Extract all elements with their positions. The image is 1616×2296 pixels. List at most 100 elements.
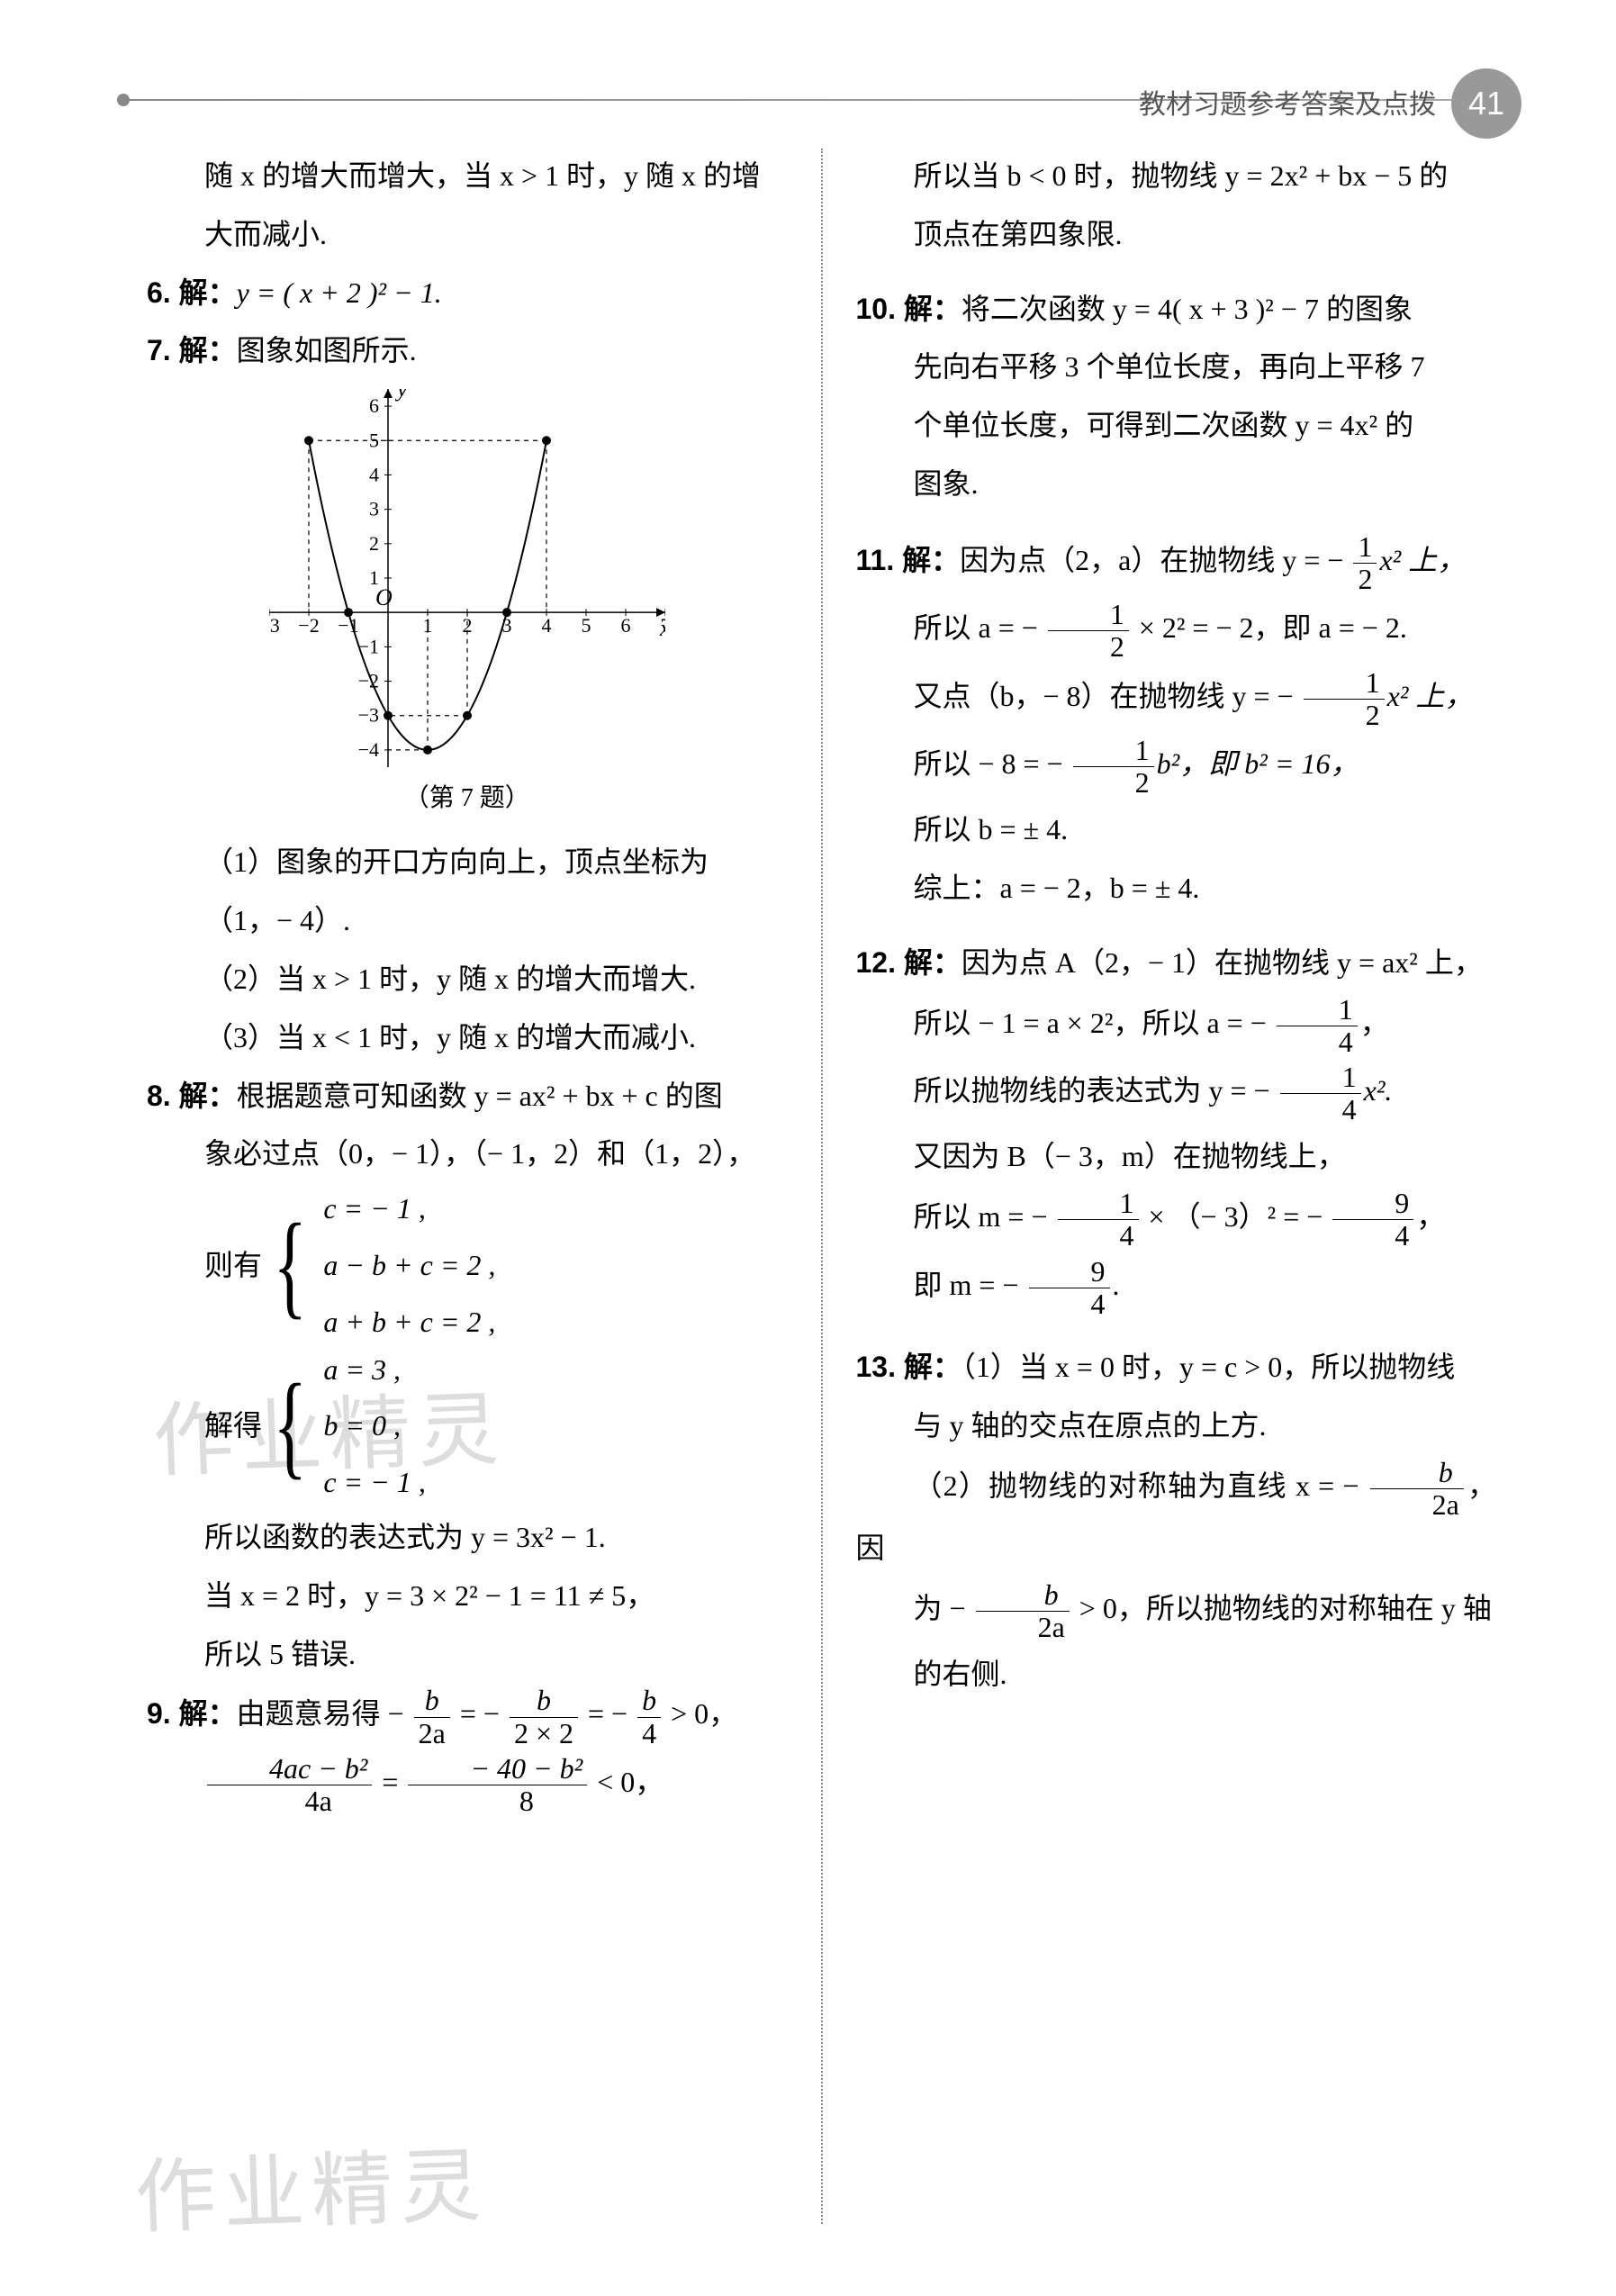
fraction: 14	[1058, 1188, 1139, 1252]
svg-text:O: O	[375, 584, 393, 610]
header-dot-icon	[117, 94, 130, 106]
fraction: 12	[1073, 735, 1154, 799]
fraction: b2a	[1370, 1457, 1464, 1521]
body-text: × 2² = − 2，即 a = − 2.	[1132, 611, 1407, 644]
body-text: 图象如图所示.	[237, 334, 417, 366]
fraction: 14	[1277, 994, 1358, 1058]
frac-num: b	[637, 1685, 661, 1716]
svg-text:1: 1	[422, 614, 432, 637]
problem-11: 11. 解：因为点（2，a）在抛物线 y = − 12x² 上，	[856, 531, 1497, 595]
problem-label: 6. 解：	[147, 276, 237, 309]
svg-text:−3: −3	[357, 704, 378, 727]
body-text: 所以 − 1 = a × 2²，所以 a = −	[914, 1007, 1274, 1039]
problem-label: 7. 解：	[147, 334, 237, 366]
math-line: 又点（b，− 8）在抛物线 y = − 12x² 上，	[856, 667, 1497, 731]
body-text: 根据题意可知函数 y = ax² + bx + c 的图	[237, 1080, 723, 1112]
left-column: 随 x 的增大而增大，当 x > 1 时，y 随 x 的增 大而减小. 6. 解…	[131, 149, 819, 2224]
frac-den: 2a	[976, 1611, 1070, 1643]
math-expr: y = ( x + 2 )² − 1.	[237, 276, 442, 309]
body-text: 当 x = 2 时，y = 3 × 2² − 1 = 11 ≠ 5，	[147, 1568, 788, 1623]
problem-label: 12. 解：	[856, 946, 961, 979]
body-text: （2）抛物线的对称轴为直线 x = −	[914, 1469, 1368, 1502]
body-text: 个单位长度，可得到二次函数 y = 4x² 的	[856, 398, 1497, 453]
body-text: > 0，所以抛物线的对称轴在 y 轴	[1072, 1592, 1492, 1624]
body-text: 先向右平移 3 个单位长度，再向上平移 7	[856, 339, 1497, 394]
body-text: x² 上，	[1379, 544, 1466, 576]
body-text: 所以 b = ± 4.	[856, 802, 1497, 857]
equation-system: 则有 { c = − 1 , a − b + c = 2 , a + b + c…	[204, 1189, 788, 1342]
svg-text:4: 4	[541, 614, 551, 637]
body-text: 图象.	[856, 456, 1497, 511]
body-text: =	[375, 1766, 405, 1798]
header-title: 教材习题参考答案及点拨	[1139, 79, 1436, 131]
frac-num: b	[976, 1579, 1070, 1611]
body-text: 则有	[204, 1238, 262, 1293]
svg-text:−3: −3	[269, 614, 280, 637]
frac-den: 2a	[414, 1717, 450, 1749]
equation: a = 3 ,	[323, 1350, 425, 1390]
frac-den: 2 × 2	[510, 1717, 578, 1749]
math-line: 所以 − 8 = − 12b²，即 b² = 16，	[856, 735, 1497, 799]
frac-num: 1	[1277, 994, 1358, 1026]
body-text: 即 m = −	[914, 1269, 1026, 1301]
figure-caption: （第 7 题）	[147, 774, 788, 822]
equation: b = 0 ,	[323, 1406, 425, 1446]
fraction: b2 × 2	[510, 1685, 578, 1749]
system-rows: c = − 1 , a − b + c = 2 , a + b + c = 2 …	[323, 1189, 495, 1342]
frac-num: 9	[1029, 1256, 1110, 1288]
system-rows: a = 3 , b = 0 , c = − 1 ,	[323, 1350, 425, 1503]
svg-text:6: 6	[369, 394, 379, 417]
body-text: 又点（b，− 8）在抛物线 y = −	[914, 680, 1301, 712]
frac-num: 1	[1304, 667, 1385, 699]
svg-text:2: 2	[369, 532, 379, 555]
svg-text:y: y	[394, 389, 408, 402]
body-text: 顶点在第四象限.	[856, 207, 1497, 262]
frac-den: 4	[637, 1717, 661, 1749]
frac-den: 2	[1353, 563, 1377, 595]
svg-text:5: 5	[581, 614, 591, 637]
frac-num: 1	[1058, 1188, 1139, 1219]
problem-label: 10. 解：	[856, 293, 961, 325]
fraction: b4	[637, 1685, 661, 1749]
fraction: b2a	[976, 1579, 1070, 1643]
problem-label: 8. 解：	[147, 1080, 237, 1112]
frac-num: b	[414, 1685, 450, 1716]
equation-system: 解得 { a = 3 , b = 0 , c = − 1 ,	[204, 1350, 788, 1503]
math-line: 所以 a = − 12 × 2² = − 2，即 a = − 2.	[856, 599, 1497, 663]
frac-den: 2a	[1370, 1488, 1464, 1521]
math-line: 4ac − b²4a = − 40 − b²8 < 0，	[147, 1753, 788, 1817]
equation: a + b + c = 2 ,	[323, 1302, 495, 1342]
fraction: 12	[1304, 667, 1385, 731]
frac-den: 2	[1048, 630, 1129, 663]
body-text: < 0，	[590, 1766, 664, 1798]
frac-num: 1	[1280, 1062, 1361, 1093]
body-text: ，	[1416, 1200, 1445, 1233]
body-text: 大而减小.	[147, 207, 788, 262]
body-text: 象必过点（0，− 1），（− 1，2）和（1，2），	[147, 1126, 788, 1181]
body-text: （1）图象的开口方向向上，顶点坐标为	[147, 835, 788, 890]
fraction: 94	[1029, 1256, 1110, 1320]
problem-10: 10. 解：将二次函数 y = 4( x + 3 )² − 7 的图象	[856, 282, 1497, 337]
frac-den: 4	[1277, 1026, 1358, 1058]
fraction: 94	[1332, 1188, 1413, 1252]
body-text: 解得	[204, 1398, 262, 1453]
body-text: > 0，	[664, 1697, 737, 1730]
body-text: 所以抛物线的表达式为 y = −	[914, 1074, 1277, 1107]
problem-9: 9. 解：由题意易得 − b2a = − b2 × 2 = − b4 > 0，	[147, 1685, 788, 1749]
frac-den: 4	[1280, 1093, 1361, 1125]
math-line: 为 − b2a > 0，所以抛物线的对称轴在 y 轴	[856, 1579, 1497, 1643]
body-text: .	[1113, 1269, 1120, 1301]
problem-label: 11. 解：	[856, 544, 961, 576]
body-text: 所以当 b < 0 时，抛物线 y = 2x² + bx − 5 的	[856, 149, 1497, 203]
math-line: （2）抛物线的对称轴为直线 x = − b2a，因	[856, 1457, 1497, 1576]
frac-den: 2	[1304, 699, 1385, 731]
body-text: x².	[1364, 1074, 1393, 1107]
math-line: 即 m = − 94.	[856, 1256, 1497, 1320]
body-text: 所以 a = −	[914, 611, 1045, 644]
column-divider	[821, 149, 823, 2224]
body-text: （2）当 x > 1 时，y 随 x 的增大而增大.	[147, 952, 788, 1007]
body-text: 将二次函数 y = 4( x + 3 )² − 7 的图象	[961, 293, 1413, 325]
frac-den: 4	[1332, 1219, 1413, 1252]
body-text: （3）当 x < 1 时，y 随 x 的增大而减小.	[147, 1010, 788, 1065]
body-text: 因为点 A（2，− 1）在抛物线 y = ax² 上，	[961, 946, 1483, 979]
